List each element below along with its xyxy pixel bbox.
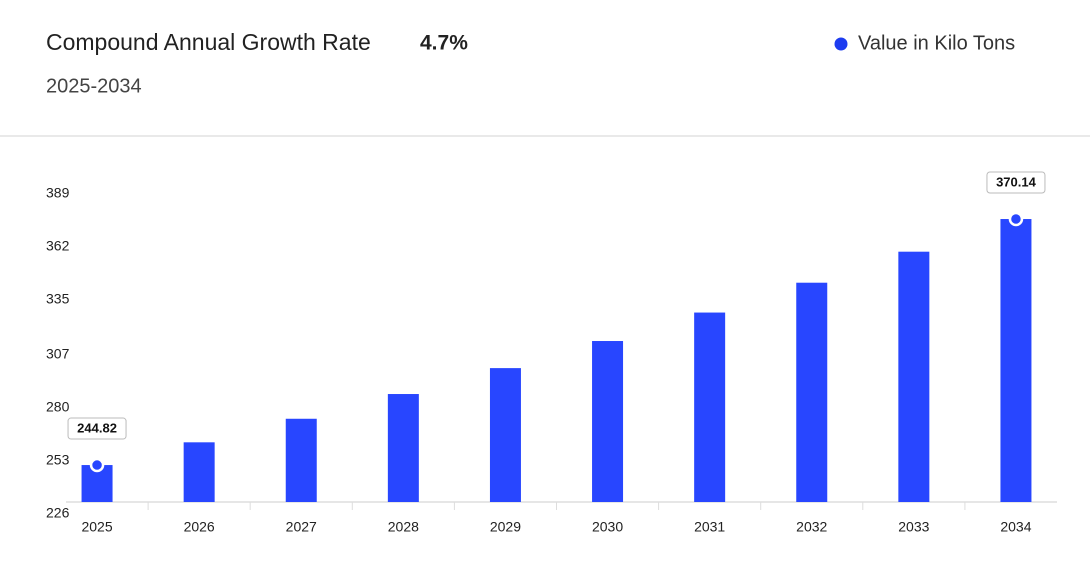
x-tick-label: 2032 (796, 519, 827, 535)
y-tick-label: 307 (46, 346, 70, 362)
value-label-box (986, 171, 1046, 194)
x-tick-label: 2026 (184, 519, 215, 535)
bar (694, 312, 726, 502)
bar (592, 341, 624, 502)
bar (183, 442, 215, 502)
legend-label: Value in Kilo Tons (858, 32, 1015, 54)
bar (898, 251, 930, 502)
chart-title: Compound Annual Growth Rate (46, 29, 371, 55)
y-tick-label: 226 (46, 505, 70, 521)
bar (796, 282, 828, 502)
x-tick-label: 2027 (286, 519, 317, 535)
y-tick-label: 389 (46, 185, 70, 201)
y-tick-label: 280 (46, 399, 70, 415)
x-tick-label: 2028 (388, 519, 419, 535)
bar (1000, 219, 1032, 503)
value-label: 244.82 (77, 420, 117, 435)
chart-subtitle: 2025-2034 (46, 75, 142, 97)
value-label: 370.14 (996, 174, 1037, 189)
x-tick-label: 2031 (694, 519, 725, 535)
y-tick-label: 253 (46, 452, 70, 468)
x-tick-label: 2034 (1000, 519, 1031, 535)
data-point (89, 457, 105, 473)
x-tick-label: 2033 (898, 519, 929, 535)
cagr-value: 4.7% (420, 32, 468, 55)
bar (489, 368, 521, 502)
x-tick-label: 2030 (592, 519, 623, 535)
y-tick-label: 362 (46, 238, 70, 254)
x-tick-label: 2025 (81, 519, 112, 535)
bar (285, 418, 317, 502)
x-tick-label: 2029 (490, 519, 521, 535)
y-tick-label: 335 (46, 291, 70, 307)
value-label-box (67, 417, 127, 440)
legend-swatch (834, 37, 848, 51)
data-point (1008, 211, 1024, 227)
bar (387, 394, 419, 502)
